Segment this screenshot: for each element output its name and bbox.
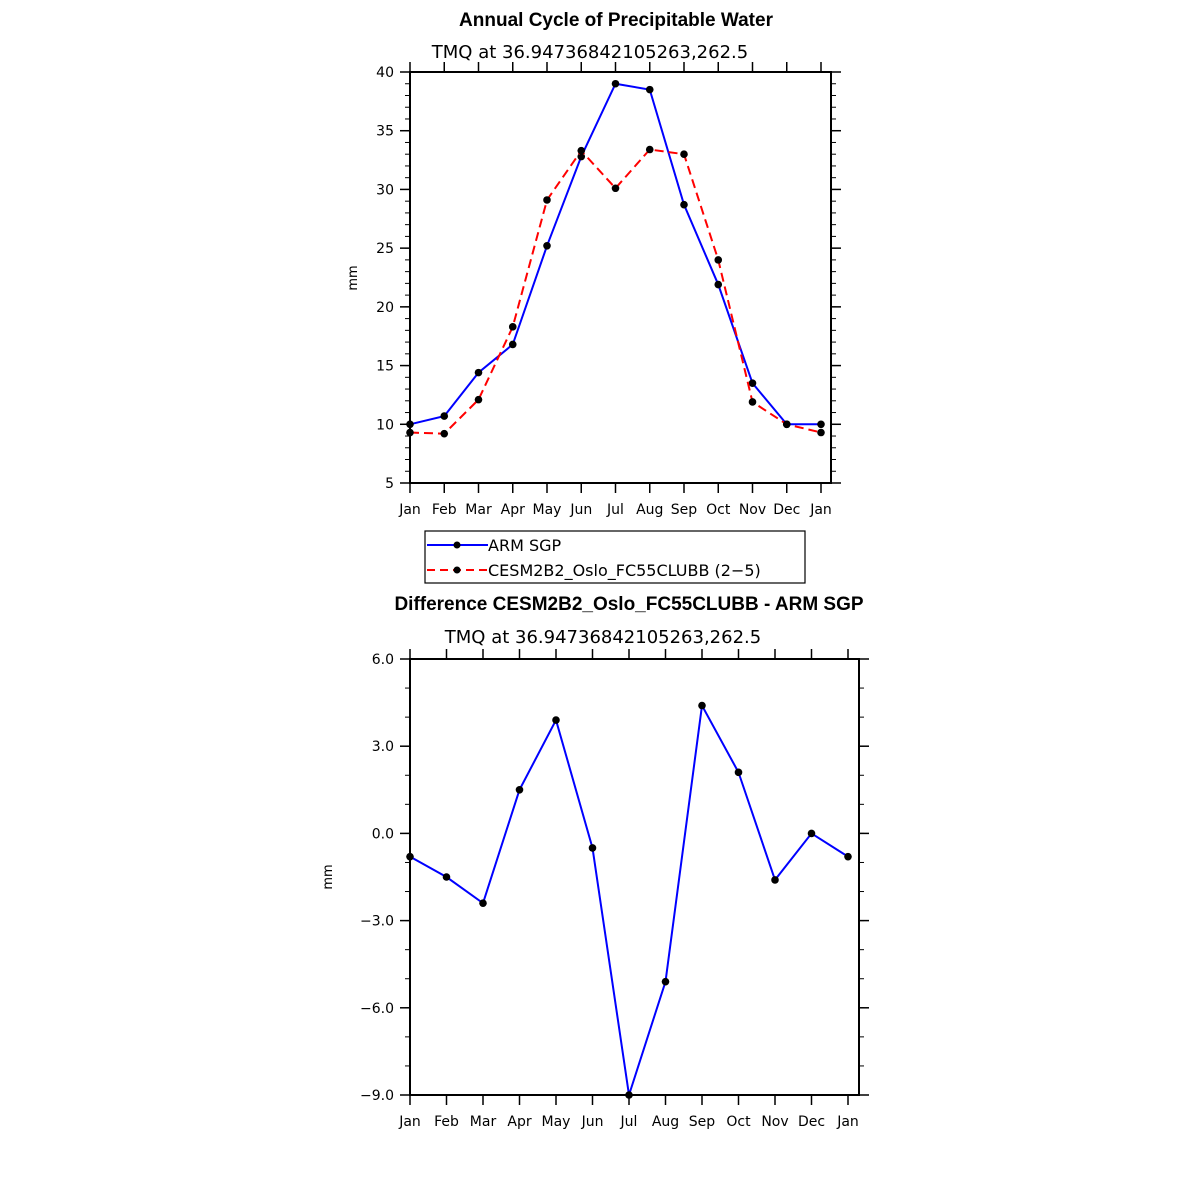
data-point — [406, 420, 414, 429]
data-point — [661, 977, 670, 986]
y-tick-label: 25 — [376, 241, 394, 257]
data-point — [406, 428, 414, 437]
series-line-0 — [409, 82, 821, 426]
data-point — [680, 150, 688, 158]
data-point — [440, 429, 449, 438]
data-point — [734, 768, 743, 777]
legend: ARM SGP CESM2B2_Oslo_FC55CLUBB (2−5) — [424, 530, 806, 584]
y-tick-label: 5 — [385, 476, 394, 492]
data-point — [625, 1091, 633, 1099]
data-point — [817, 428, 825, 437]
data-point — [771, 876, 779, 884]
data-point — [508, 323, 517, 331]
x-tick-label: Mar — [470, 1114, 497, 1130]
y-tick-label: 0.0 — [372, 826, 394, 842]
top-chart-title: Annual Cycle of Precipitable Water — [459, 10, 774, 31]
data-point — [515, 786, 524, 794]
x-tick-label: Apr — [501, 502, 525, 518]
data-point — [474, 368, 483, 377]
y-tick-label: 3.0 — [372, 739, 394, 755]
y-tick-label: 30 — [376, 182, 394, 198]
y-tick-label: 10 — [376, 417, 394, 433]
x-tick-label: Aug — [652, 1114, 679, 1130]
x-tick-label: Nov — [739, 502, 766, 518]
y-tick-label: 6.0 — [372, 652, 394, 668]
legend-marker-cesm — [453, 566, 461, 574]
legend-box — [424, 530, 806, 584]
plot-frame — [409, 658, 860, 1096]
data-point — [543, 241, 551, 250]
x-tick-label: May — [533, 502, 562, 518]
data-point — [552, 716, 560, 724]
x-tick-label: Feb — [434, 1114, 459, 1130]
x-tick-label: Jan — [398, 1114, 421, 1130]
data-point — [442, 873, 451, 881]
plot-frame — [409, 71, 832, 484]
y-tick-label: −3.0 — [360, 914, 394, 930]
y-tick-label: 15 — [376, 359, 394, 375]
x-tick-label: Jul — [606, 502, 624, 518]
bottom-chart-subtitle: TMQ at 36.94736842105263,262.5 — [444, 627, 761, 648]
data-point — [680, 200, 688, 209]
data-point — [807, 829, 816, 838]
y-tick-label: −6.0 — [360, 1001, 394, 1017]
data-point — [479, 899, 487, 907]
data-point — [508, 340, 517, 349]
data-point — [588, 844, 597, 852]
data-point — [474, 395, 483, 404]
data-point — [844, 852, 852, 861]
bottom-chart-title: Difference CESM2B2_Oslo_FC55CLUBB - ARM … — [394, 594, 863, 615]
data-point — [440, 412, 449, 420]
legend-label-arm: ARM SGP — [488, 536, 562, 555]
x-tick-label: Jan — [836, 1114, 859, 1130]
bottom-plot: −9.0 −6.0 −3.0 0.0 3.0 6.0 Jan Feb Mar Apr May Jun J… — [360, 649, 869, 1130]
data-point — [645, 145, 654, 154]
x-tick-label: Jun — [569, 502, 592, 518]
x-tick-label: Jun — [581, 1114, 604, 1130]
data-point — [645, 85, 654, 94]
legend-label-cesm: CESM2B2_Oslo_FC55CLUBB (2−5) — [488, 561, 761, 581]
data-point — [748, 379, 757, 387]
data-point — [406, 852, 414, 861]
top-chart-ylabel: mm — [346, 265, 361, 290]
data-point — [611, 79, 620, 88]
x-tick-label: Feb — [432, 502, 457, 518]
series-line-0 — [409, 702, 849, 1096]
data-point — [577, 146, 586, 155]
y-tick-label: 35 — [376, 124, 394, 140]
data-point — [714, 280, 723, 289]
data-point — [782, 420, 791, 429]
x-tick-label: Sep — [689, 1114, 716, 1130]
data-point — [611, 184, 620, 193]
y-tick-label: 40 — [376, 65, 394, 81]
x-tick-label: Apr — [507, 1114, 531, 1130]
data-point — [817, 420, 825, 429]
x-tick-label: Jul — [620, 1114, 638, 1130]
x-tick-label: Aug — [636, 502, 663, 518]
legend-marker-arm — [453, 541, 461, 549]
x-tick-label: Dec — [798, 1114, 825, 1130]
bottom-chart-ylabel: mm — [321, 864, 336, 889]
x-tick-label: Sep — [671, 502, 698, 518]
top-plot: 5 10 15 20 25 30 35 40 Jan Feb Mar Apr May Jun Jul Aug S… — [376, 62, 841, 518]
data-point — [748, 398, 757, 406]
x-tick-label: Jan — [398, 502, 421, 518]
data-point — [714, 256, 723, 264]
x-tick-label: Oct — [726, 1114, 751, 1130]
x-tick-label: Nov — [761, 1114, 788, 1130]
top-chart-subtitle: TMQ at 36.94736842105263,262.5 — [431, 42, 748, 63]
x-tick-label: Oct — [706, 502, 731, 518]
x-tick-label: Jan — [809, 502, 832, 518]
y-tick-label: 20 — [376, 300, 394, 316]
y-tick-label: −9.0 — [360, 1088, 394, 1104]
x-tick-label: Mar — [465, 502, 492, 518]
x-tick-label: Dec — [773, 502, 800, 518]
data-point — [543, 196, 551, 204]
x-tick-label: May — [542, 1114, 571, 1130]
data-point — [698, 701, 706, 710]
